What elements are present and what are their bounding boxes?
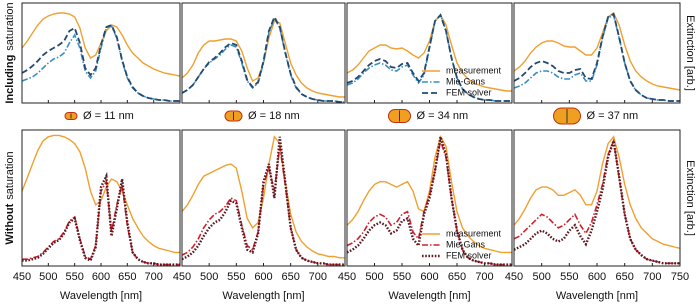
legend-label: Mie-Gans bbox=[446, 239, 486, 249]
row-label: Without saturation bbox=[4, 151, 16, 244]
series-line bbox=[513, 12, 680, 102]
x-tick-label: 750 bbox=[671, 271, 689, 283]
x-tick-label: 600 bbox=[588, 271, 606, 283]
x-axis-label: Wavelength [nm] bbox=[556, 290, 638, 302]
x-tick-label: 600 bbox=[254, 271, 272, 283]
x-tick-label: 500 bbox=[365, 271, 383, 283]
particle-label: Ø = 34 nm bbox=[417, 110, 469, 122]
x-axis-label: Wavelength [nm] bbox=[60, 290, 142, 302]
series-line bbox=[181, 14, 345, 103]
row-label: Including saturation bbox=[4, 2, 16, 103]
legend-label: measurement bbox=[446, 65, 502, 75]
row-label-text: saturation bbox=[4, 2, 16, 50]
series-line bbox=[21, 23, 180, 102]
series-line bbox=[181, 16, 345, 103]
x-tick-label: 550 bbox=[65, 271, 83, 283]
particle-label: Ø = 37 nm bbox=[587, 110, 639, 122]
series-line bbox=[513, 140, 680, 265]
x-tick-label: 650 bbox=[615, 271, 633, 283]
x-tick-label: 450 bbox=[173, 271, 191, 283]
series-line bbox=[513, 135, 681, 249]
series-line bbox=[513, 137, 680, 265]
x-axis-label: Wavelength [nm] bbox=[222, 290, 304, 302]
legend-label: FEM solver bbox=[446, 87, 492, 97]
x-tick-label: 650 bbox=[118, 271, 136, 283]
row-label-bold: Including bbox=[4, 55, 16, 104]
series-line bbox=[21, 24, 180, 102]
row-label-text: saturation bbox=[4, 151, 16, 199]
series-line bbox=[22, 171, 180, 266]
y-axis-label: Extinction [arb.] bbox=[684, 160, 696, 236]
particle-label: Ø = 18 nm bbox=[248, 110, 300, 122]
series-line bbox=[346, 13, 512, 92]
x-tick-label: 700 bbox=[309, 271, 327, 283]
row-label-bold: Without bbox=[4, 203, 16, 244]
x-tick-label: 600 bbox=[92, 271, 110, 283]
x-tick-label: 650 bbox=[448, 271, 466, 283]
x-tick-label: 450 bbox=[505, 271, 523, 283]
series-line bbox=[513, 13, 680, 102]
x-tick-label: 550 bbox=[560, 271, 578, 283]
panel-frame bbox=[513, 129, 681, 267]
particle-label: Ø = 11 nm bbox=[83, 110, 134, 122]
series-line bbox=[346, 134, 512, 254]
x-tick-label: 700 bbox=[144, 271, 162, 283]
legend-label: Mie-Gans bbox=[446, 76, 486, 86]
legend-label: FEM solver bbox=[446, 250, 492, 260]
x-tick-label: 700 bbox=[475, 271, 493, 283]
series-line bbox=[181, 146, 345, 266]
series-line bbox=[346, 13, 512, 102]
x-axis-label: Wavelength [nm] bbox=[388, 290, 470, 302]
series-line bbox=[346, 137, 512, 266]
x-tick-label: 450 bbox=[13, 271, 31, 283]
legend-label: measurement bbox=[446, 228, 502, 238]
x-tick-label: 600 bbox=[420, 271, 438, 283]
series-line bbox=[346, 136, 512, 266]
panel-frame bbox=[181, 2, 346, 104]
x-tick-label: 550 bbox=[227, 271, 245, 283]
series-line bbox=[181, 135, 345, 259]
y-axis-label: Extinction [arb.] bbox=[684, 15, 696, 91]
x-tick-label: 650 bbox=[281, 271, 299, 283]
series-line bbox=[513, 11, 681, 91]
x-tick-label: 700 bbox=[643, 271, 661, 283]
x-tick-label: 500 bbox=[532, 271, 550, 283]
panel-frame bbox=[513, 2, 681, 104]
x-tick-label: 550 bbox=[393, 271, 411, 283]
x-tick-label: 450 bbox=[338, 271, 356, 283]
x-tick-label: 500 bbox=[39, 271, 57, 283]
x-tick-label: 500 bbox=[200, 271, 218, 283]
